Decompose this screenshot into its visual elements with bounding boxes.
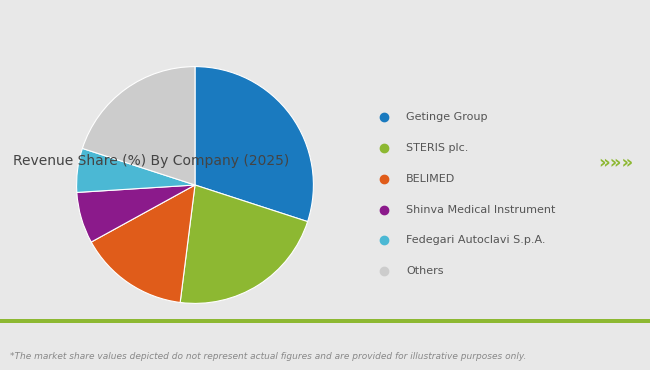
Text: »»»: »»»	[599, 154, 634, 172]
Text: Others: Others	[406, 266, 443, 276]
Text: Getinge Group: Getinge Group	[406, 112, 488, 122]
Text: *The market share values depicted do not represent actual figures and are provid: *The market share values depicted do not…	[10, 352, 526, 361]
Wedge shape	[91, 185, 195, 302]
Wedge shape	[77, 185, 195, 242]
Text: Shinva Medical Instrument: Shinva Medical Instrument	[406, 205, 555, 215]
Text: STERIS plc.: STERIS plc.	[406, 143, 469, 153]
Text: Fedegari Autoclavi S.p.A.: Fedegari Autoclavi S.p.A.	[406, 235, 545, 245]
Text: BELIMED: BELIMED	[406, 174, 455, 184]
Wedge shape	[180, 185, 307, 303]
Wedge shape	[195, 67, 313, 222]
Text: Revenue Share (%) By Company (2025): Revenue Share (%) By Company (2025)	[13, 154, 289, 168]
Wedge shape	[77, 148, 195, 192]
Wedge shape	[83, 67, 195, 185]
